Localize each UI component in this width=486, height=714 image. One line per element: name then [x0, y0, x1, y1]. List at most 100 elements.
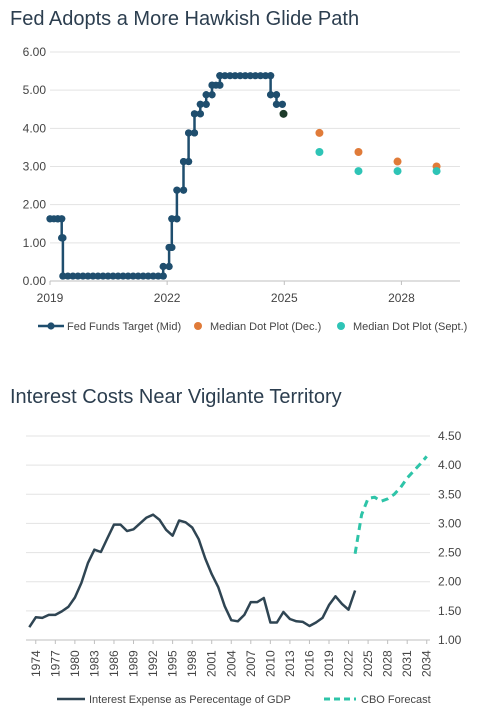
- y-tick-label: 2.00: [23, 198, 47, 212]
- point-fed-funds: [278, 100, 286, 108]
- x-tick-label: 2025: [271, 291, 298, 305]
- x-tick-label: 2004: [224, 650, 238, 677]
- series-line-interest-expense: [28, 513, 357, 628]
- point-fed-funds: [69, 272, 77, 280]
- point-fed-funds: [58, 215, 66, 223]
- x-tick-label: 2028: [381, 650, 395, 677]
- point-fed-funds: [173, 186, 181, 194]
- point-fed-funds: [64, 272, 72, 280]
- point-fed-funds: [74, 272, 82, 280]
- point-fed-funds: [246, 72, 254, 80]
- x-tick-label: 2001: [205, 650, 219, 677]
- point-fed-funds: [256, 72, 265, 80]
- x-tick-label: 2022: [154, 291, 181, 305]
- x-tick-label: 2007: [244, 650, 258, 677]
- x-tick-label: 2028: [388, 291, 415, 305]
- point-fed-funds: [272, 91, 281, 99]
- point-fed-funds: [202, 100, 210, 108]
- x-tick-label: 2016: [302, 650, 316, 677]
- legend-label-fed-funds: Fed Funds Target (Mid): [67, 321, 181, 333]
- x-tick-label: 2031: [400, 650, 414, 677]
- legend-label-sept: Median Dot Plot (Sept.): [353, 321, 467, 333]
- point-fed-funds: [179, 186, 188, 194]
- point-fed-funds: [159, 262, 167, 271]
- legend-marker-sept: [337, 322, 345, 330]
- y-tick-label: 4.50: [438, 429, 462, 443]
- point-fed-funds: [221, 72, 229, 80]
- point-fed-funds: [261, 72, 270, 80]
- series-line-cbo-forecast: [353, 455, 428, 554]
- chart-1-title: Fed Adopts a More Hawkish Glide Path: [10, 8, 360, 30]
- point-fed-funds: [272, 100, 281, 108]
- x-tick-label: 2013: [283, 650, 297, 677]
- point-fed-funds-latest: [279, 109, 288, 118]
- point-fed-funds: [231, 72, 239, 80]
- y-tick-label: 0.00: [23, 274, 47, 288]
- y-tick-label: 1.00: [23, 236, 47, 250]
- point-fed-funds: [109, 272, 117, 280]
- legend-label-interest-expense: Interest Expense as Perecentage of GDP: [89, 694, 291, 706]
- point-fed-funds: [129, 272, 137, 280]
- point-fed-funds: [144, 272, 152, 280]
- x-tick-label: 2019: [37, 291, 64, 305]
- chart-2-title: Interest Costs Near Vigilante Territory: [10, 386, 342, 408]
- point-fed-funds: [139, 272, 147, 280]
- point-fed-funds: [99, 272, 107, 280]
- point-fed-funds: [202, 91, 210, 99]
- x-tick-label: 2010: [263, 650, 277, 677]
- x-tick-label: 2025: [361, 650, 375, 677]
- x-tick-label: 1977: [48, 650, 62, 677]
- point-fed-funds: [196, 100, 204, 108]
- point-dot-plot-dec: [354, 147, 363, 156]
- point-dot-plot-sept: [315, 147, 324, 156]
- point-fed-funds: [89, 272, 97, 280]
- point-fed-funds: [165, 262, 173, 271]
- point-fed-funds: [216, 72, 224, 80]
- point-fed-funds: [168, 243, 176, 252]
- legend-label-dec: Median Dot Plot (Dec.): [210, 321, 321, 333]
- x-tick-label: 2022: [342, 650, 356, 677]
- point-fed-funds: [114, 272, 122, 280]
- x-tick-label: 1983: [87, 650, 101, 677]
- x-tick-label: 1974: [29, 650, 43, 677]
- x-tick-label: 1998: [185, 650, 199, 677]
- point-fed-funds: [208, 91, 216, 99]
- point-fed-funds: [267, 72, 275, 80]
- point-fed-funds: [59, 234, 67, 242]
- x-tick-label: 1992: [146, 650, 160, 677]
- y-tick-label: 1.00: [438, 633, 462, 647]
- y-tick-label: 3.00: [23, 160, 47, 174]
- point-fed-funds: [84, 272, 92, 280]
- legend-marker-fed-funds: [47, 322, 55, 330]
- point-fed-funds: [154, 272, 162, 280]
- y-tick-label: 6.00: [23, 45, 47, 59]
- point-dot-plot-dec: [393, 157, 402, 166]
- point-fed-funds: [216, 81, 224, 89]
- x-tick-label: 1989: [127, 650, 141, 677]
- y-tick-label: 4.00: [23, 121, 47, 135]
- y-tick-label: 1.50: [438, 604, 462, 618]
- point-fed-funds: [241, 72, 249, 80]
- point-fed-funds: [119, 272, 127, 280]
- point-fed-funds: [134, 272, 142, 280]
- point-fed-funds: [79, 272, 87, 280]
- point-dot-plot-sept: [393, 167, 402, 176]
- x-tick-label: 1980: [68, 650, 82, 677]
- point-fed-funds: [104, 272, 112, 280]
- point-fed-funds: [190, 129, 199, 137]
- y-tick-label: 2.00: [438, 575, 462, 589]
- point-fed-funds: [226, 72, 234, 80]
- point-fed-funds: [236, 72, 244, 80]
- point-fed-funds: [179, 157, 188, 166]
- point-fed-funds: [94, 272, 102, 280]
- legend-label-cbo-forecast: CBO Forecast: [361, 694, 431, 706]
- fed-funds-chart: 0.00 1.00 2.00 3.00 4.00 5.00 6.00 2019 2022 2025…: [23, 45, 468, 333]
- y-tick-label: 2.50: [438, 546, 462, 560]
- point-fed-funds: [190, 110, 199, 118]
- y-tick-label: 3.00: [438, 516, 462, 530]
- x-tick-label: 1986: [107, 650, 121, 677]
- point-fed-funds: [59, 272, 67, 280]
- x-tick-label: 2019: [322, 650, 336, 677]
- point-fed-funds: [185, 129, 193, 137]
